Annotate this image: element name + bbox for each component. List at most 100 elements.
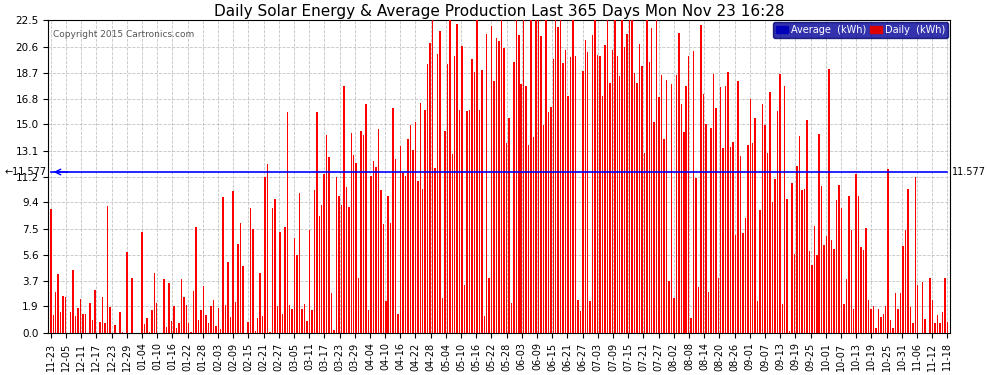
Bar bbox=[50, 209, 51, 333]
Bar bbox=[769, 92, 770, 333]
Bar bbox=[225, 305, 227, 333]
Bar bbox=[228, 262, 229, 333]
Bar bbox=[370, 176, 371, 333]
Bar bbox=[284, 226, 285, 333]
Bar bbox=[178, 322, 179, 333]
Bar bbox=[905, 230, 906, 333]
Bar bbox=[422, 189, 424, 333]
Bar bbox=[173, 306, 174, 333]
Bar bbox=[644, 153, 645, 333]
Bar bbox=[523, 20, 525, 333]
Bar bbox=[637, 82, 638, 333]
Bar bbox=[703, 94, 704, 333]
Bar bbox=[533, 137, 535, 333]
Bar bbox=[57, 274, 59, 333]
Bar bbox=[286, 112, 288, 333]
Bar bbox=[661, 75, 662, 333]
Bar bbox=[791, 183, 793, 333]
Bar bbox=[198, 320, 199, 333]
Bar bbox=[230, 317, 232, 333]
Bar bbox=[708, 292, 709, 333]
Bar bbox=[415, 122, 416, 333]
Bar bbox=[469, 110, 470, 333]
Bar bbox=[806, 120, 808, 333]
Bar bbox=[481, 70, 482, 333]
Bar bbox=[355, 163, 357, 333]
Bar bbox=[776, 111, 778, 333]
Bar bbox=[257, 318, 258, 333]
Bar bbox=[781, 304, 783, 333]
Bar bbox=[511, 303, 512, 333]
Bar bbox=[132, 278, 133, 333]
Bar bbox=[930, 279, 931, 333]
Bar bbox=[848, 196, 849, 333]
Bar bbox=[437, 54, 439, 333]
Bar bbox=[119, 312, 121, 333]
Bar bbox=[456, 24, 458, 333]
Bar bbox=[190, 332, 192, 333]
Bar bbox=[555, 20, 556, 333]
Bar bbox=[483, 316, 485, 333]
Text: ←11.577: ←11.577 bbox=[5, 167, 47, 177]
Bar bbox=[358, 278, 359, 333]
Bar bbox=[180, 279, 182, 333]
Bar bbox=[607, 20, 608, 333]
Bar bbox=[175, 328, 177, 333]
Bar bbox=[60, 312, 61, 333]
Bar bbox=[841, 208, 842, 333]
Bar bbox=[385, 301, 386, 333]
Bar bbox=[353, 155, 354, 333]
Bar bbox=[892, 328, 894, 333]
Bar bbox=[715, 108, 717, 333]
Bar bbox=[710, 128, 712, 333]
Bar bbox=[210, 306, 212, 333]
Bar bbox=[565, 50, 566, 333]
Bar bbox=[107, 206, 108, 333]
Bar bbox=[183, 297, 184, 333]
Bar bbox=[759, 210, 761, 333]
Bar bbox=[767, 153, 768, 333]
Bar bbox=[166, 327, 167, 333]
Bar bbox=[723, 148, 724, 333]
Legend: Average  (kWh), Daily  (kWh): Average (kWh), Daily (kWh) bbox=[773, 22, 947, 38]
Bar bbox=[720, 87, 722, 333]
Bar bbox=[786, 199, 788, 333]
Bar bbox=[572, 20, 573, 333]
Bar bbox=[336, 177, 338, 333]
Bar bbox=[486, 34, 487, 333]
Bar bbox=[368, 310, 369, 333]
Bar bbox=[281, 314, 283, 333]
Bar bbox=[853, 309, 854, 333]
Bar bbox=[632, 20, 633, 333]
Bar bbox=[528, 146, 530, 333]
Bar bbox=[377, 129, 379, 333]
Bar bbox=[259, 273, 261, 333]
Bar bbox=[594, 20, 596, 333]
Bar bbox=[821, 186, 823, 333]
Bar bbox=[577, 300, 578, 333]
Bar bbox=[666, 80, 667, 333]
Bar bbox=[400, 146, 401, 333]
Bar bbox=[69, 312, 71, 333]
Bar bbox=[55, 292, 56, 333]
Bar bbox=[744, 218, 746, 333]
Text: 11.577: 11.577 bbox=[951, 167, 985, 177]
Bar bbox=[205, 315, 207, 333]
Bar bbox=[365, 104, 367, 333]
Bar bbox=[267, 164, 268, 333]
Bar bbox=[114, 325, 116, 333]
Bar bbox=[917, 285, 919, 333]
Bar bbox=[488, 278, 490, 333]
Bar bbox=[294, 238, 295, 333]
Bar bbox=[900, 293, 901, 333]
Bar bbox=[153, 273, 155, 333]
Bar bbox=[526, 86, 527, 333]
Bar bbox=[602, 96, 603, 333]
Bar bbox=[501, 20, 502, 333]
Bar bbox=[473, 72, 475, 333]
Bar bbox=[348, 207, 349, 333]
Bar bbox=[567, 96, 569, 333]
Bar bbox=[582, 71, 583, 333]
Bar bbox=[683, 132, 684, 333]
Bar bbox=[402, 172, 404, 333]
